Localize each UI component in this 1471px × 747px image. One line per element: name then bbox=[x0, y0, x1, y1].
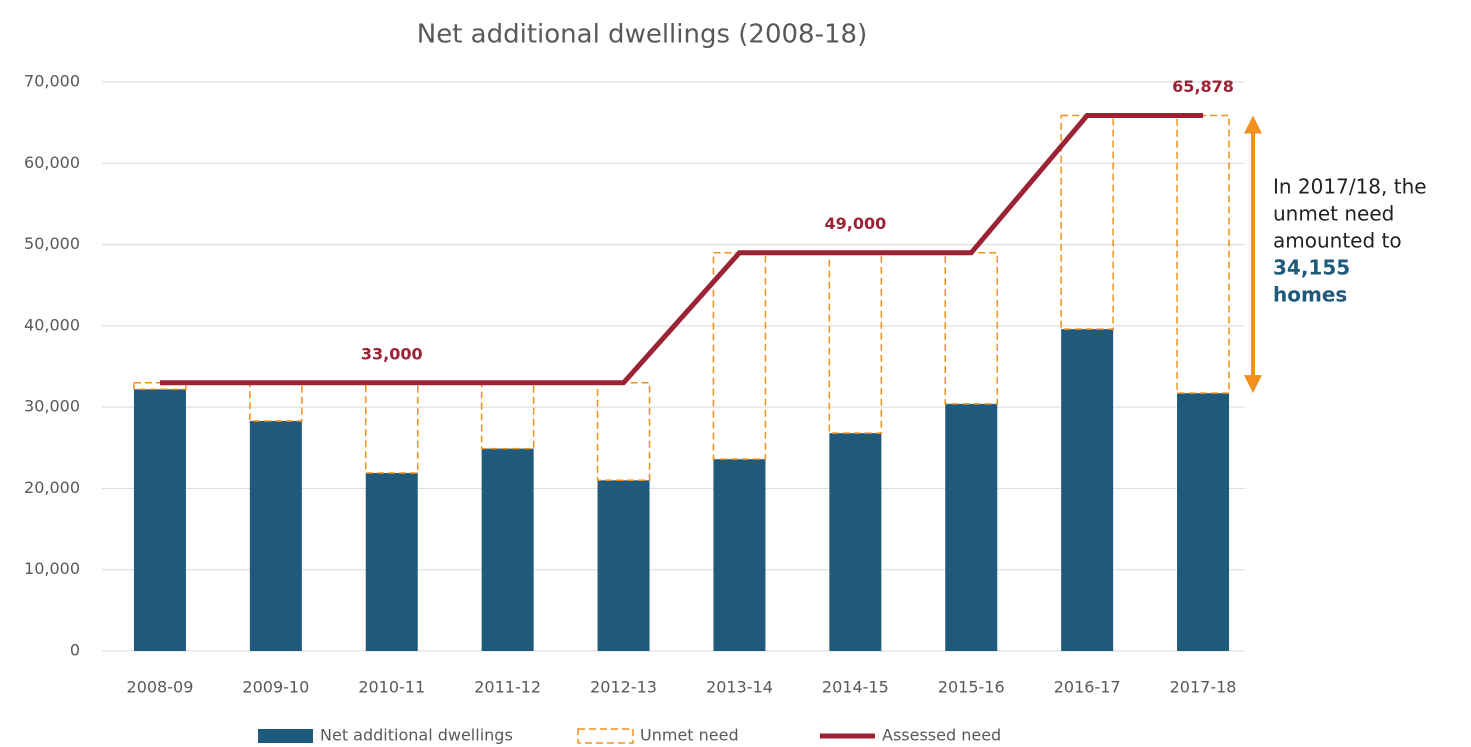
unmet-bar bbox=[1060, 114, 1114, 330]
bar bbox=[481, 448, 534, 651]
y-tick-label: 10,000 bbox=[24, 559, 80, 578]
annotation-text: unmet need bbox=[1273, 202, 1394, 226]
y-tick-label: 30,000 bbox=[24, 397, 80, 416]
y-tick-label: 0 bbox=[70, 641, 80, 660]
unmet-bar bbox=[596, 382, 651, 482]
legend-label: Net additional dwellings bbox=[320, 726, 513, 745]
bar bbox=[1177, 393, 1230, 651]
x-tick-label: 2014-15 bbox=[822, 678, 889, 697]
unmet-bar bbox=[365, 382, 419, 474]
x-tick-label: 2009-10 bbox=[242, 678, 309, 697]
unmet-bar bbox=[944, 251, 998, 405]
x-tick-label: 2015-16 bbox=[938, 678, 1005, 697]
x-tick-label: 2008-09 bbox=[127, 678, 194, 697]
unmet-bar bbox=[480, 382, 535, 450]
x-tick-label: 2013-14 bbox=[706, 678, 773, 697]
x-tick-label: 2016-17 bbox=[1054, 678, 1121, 697]
annotation-text: In 2017/18, the bbox=[1273, 175, 1427, 199]
bar bbox=[829, 433, 882, 651]
unmet-bar bbox=[249, 382, 303, 422]
unmet-bar bbox=[1176, 114, 1230, 394]
bar bbox=[597, 480, 650, 651]
data-label: 33,000 bbox=[361, 344, 423, 363]
bar bbox=[713, 459, 766, 651]
data-label: 49,000 bbox=[824, 214, 886, 233]
legend-swatch bbox=[258, 729, 313, 743]
x-tick-label: 2011-12 bbox=[474, 678, 541, 697]
annotation-highlight: 34,155 bbox=[1273, 256, 1350, 280]
bar bbox=[1061, 329, 1114, 651]
unmet-bar bbox=[712, 251, 767, 460]
bar bbox=[945, 403, 998, 651]
annotation-text: amounted to bbox=[1273, 229, 1402, 253]
x-tick-label: 2010-11 bbox=[358, 678, 425, 697]
data-label: 65,878 bbox=[1172, 77, 1234, 96]
legend-label: Assessed need bbox=[882, 726, 1001, 745]
x-tick-label: 2012-13 bbox=[590, 678, 657, 697]
y-tick-label: 50,000 bbox=[24, 234, 80, 253]
bar bbox=[133, 389, 186, 651]
arrow-head bbox=[1244, 115, 1262, 134]
legend-swatch bbox=[577, 728, 634, 744]
annotation-highlight: homes bbox=[1273, 283, 1347, 307]
bar bbox=[249, 420, 302, 651]
chart-title: Net additional dwellings (2008-18) bbox=[417, 20, 867, 50]
y-tick-label: 60,000 bbox=[24, 153, 80, 172]
arrow-head bbox=[1244, 375, 1262, 394]
y-tick-label: 40,000 bbox=[24, 315, 80, 334]
y-tick-label: 20,000 bbox=[24, 478, 80, 497]
bar bbox=[365, 472, 418, 651]
x-tick-label: 2017-18 bbox=[1170, 678, 1237, 697]
unmet-bar bbox=[828, 251, 883, 434]
line bbox=[159, 113, 1204, 386]
legend-label: Unmet need bbox=[640, 726, 739, 745]
y-tick-label: 70,000 bbox=[24, 72, 80, 91]
